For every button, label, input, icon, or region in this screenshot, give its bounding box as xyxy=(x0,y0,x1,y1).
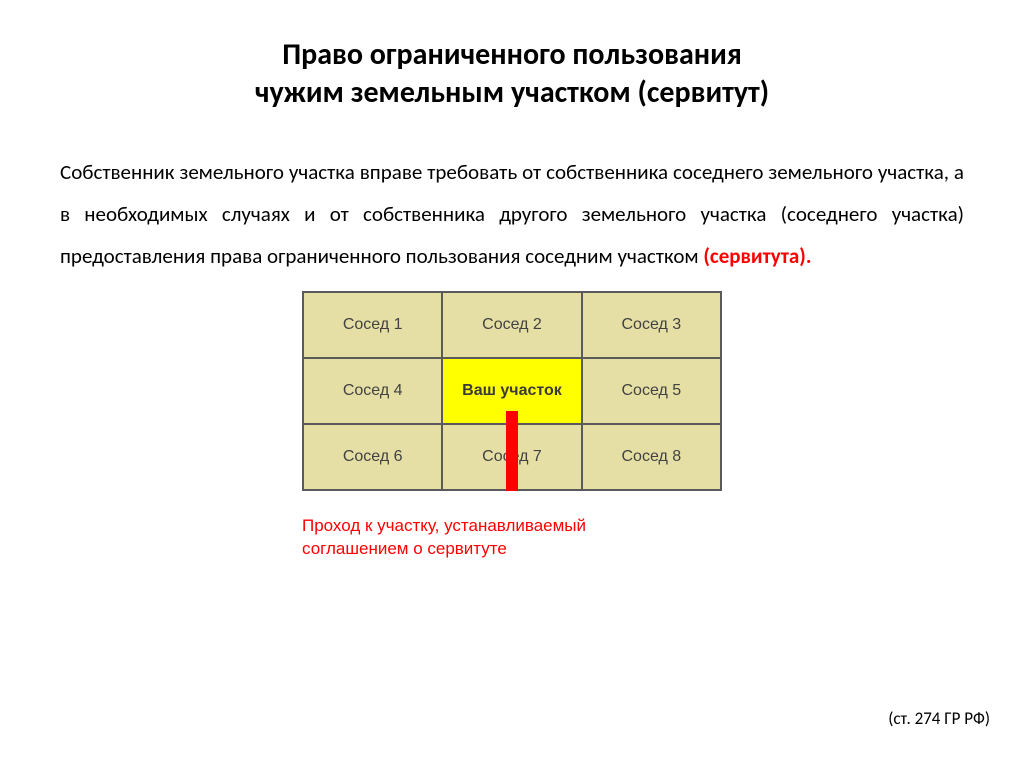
citation: (ст. 274 ГР РФ) xyxy=(888,708,990,729)
caption-line-2: соглашением о сервитуте xyxy=(302,538,722,561)
cell-neighbor-6: Сосед 6 xyxy=(303,424,442,490)
title-line-2: чужим земельным участком (сервитут) xyxy=(0,74,1024,112)
plot-diagram: Сосед 1 Сосед 2 Сосед 3 Сосед 4 Ваш учас… xyxy=(302,291,722,561)
cell-neighbor-1: Сосед 1 xyxy=(303,292,442,358)
slide: Право ограниченного пользования чужим зе… xyxy=(0,0,1024,767)
servitude-path xyxy=(506,411,518,491)
title-line-1: Право ограниченного пользования xyxy=(0,36,1024,74)
cell-neighbor-3: Сосед 3 xyxy=(582,292,721,358)
cell-neighbor-4: Сосед 4 xyxy=(303,358,442,424)
cell-neighbor-5: Сосед 5 xyxy=(582,358,721,424)
diagram-caption: Проход к участку, устанавливаемый соглаш… xyxy=(302,515,722,561)
cell-neighbor-2: Сосед 2 xyxy=(442,292,581,358)
paragraph-highlight: (сервитута). xyxy=(703,243,811,269)
paragraph-main: Собственник земельного участка вправе тр… xyxy=(60,159,964,269)
cell-neighbor-8: Сосед 8 xyxy=(582,424,721,490)
slide-title: Право ограниченного пользования чужим зе… xyxy=(0,0,1024,111)
caption-line-1: Проход к участку, устанавливаемый xyxy=(302,515,722,538)
body-paragraph: Собственник земельного участка вправе тр… xyxy=(60,151,964,277)
